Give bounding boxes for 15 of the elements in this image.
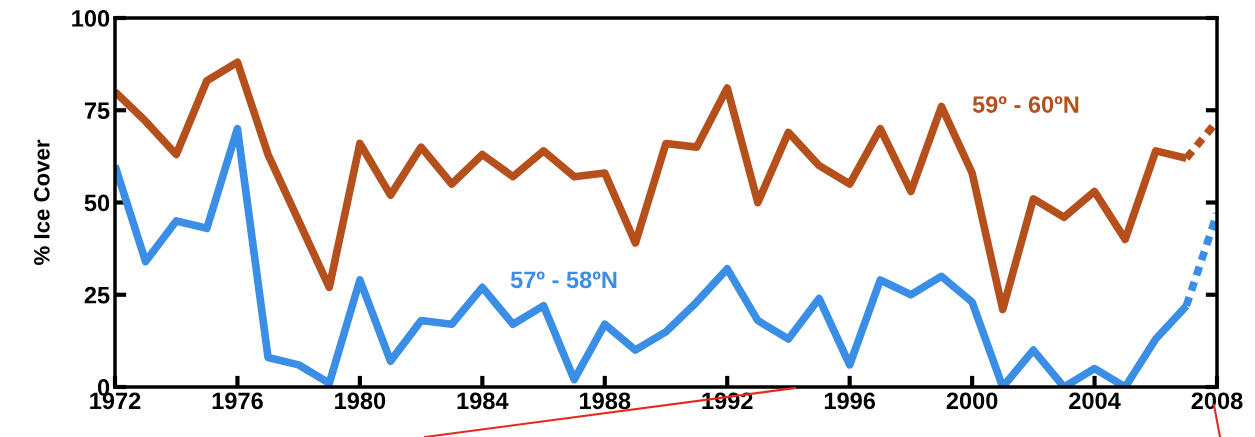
x-tick-label: 1996 xyxy=(824,392,876,410)
x-tick-label: 1988 xyxy=(580,392,631,410)
x-tick-label: 1980 xyxy=(335,392,386,410)
series-label: 57º - 58ºN xyxy=(510,271,617,289)
x-tick-label: 2008 xyxy=(1191,392,1243,410)
y-tick-label: 100 xyxy=(72,10,110,27)
y-tick-label: 50 xyxy=(84,194,110,212)
x-tick-label: 2004 xyxy=(1069,392,1121,410)
x-tick-label: 1976 xyxy=(212,392,263,410)
y-tick-label: 25 xyxy=(84,286,110,304)
y-tick-label: 75 xyxy=(84,102,110,120)
x-tick-label: 1984 xyxy=(457,392,509,410)
y-axis-title: % Ice Cover xyxy=(33,139,50,265)
series-label: 59º - 60ºN xyxy=(972,96,1079,113)
x-tick-label: 2000 xyxy=(946,392,998,410)
